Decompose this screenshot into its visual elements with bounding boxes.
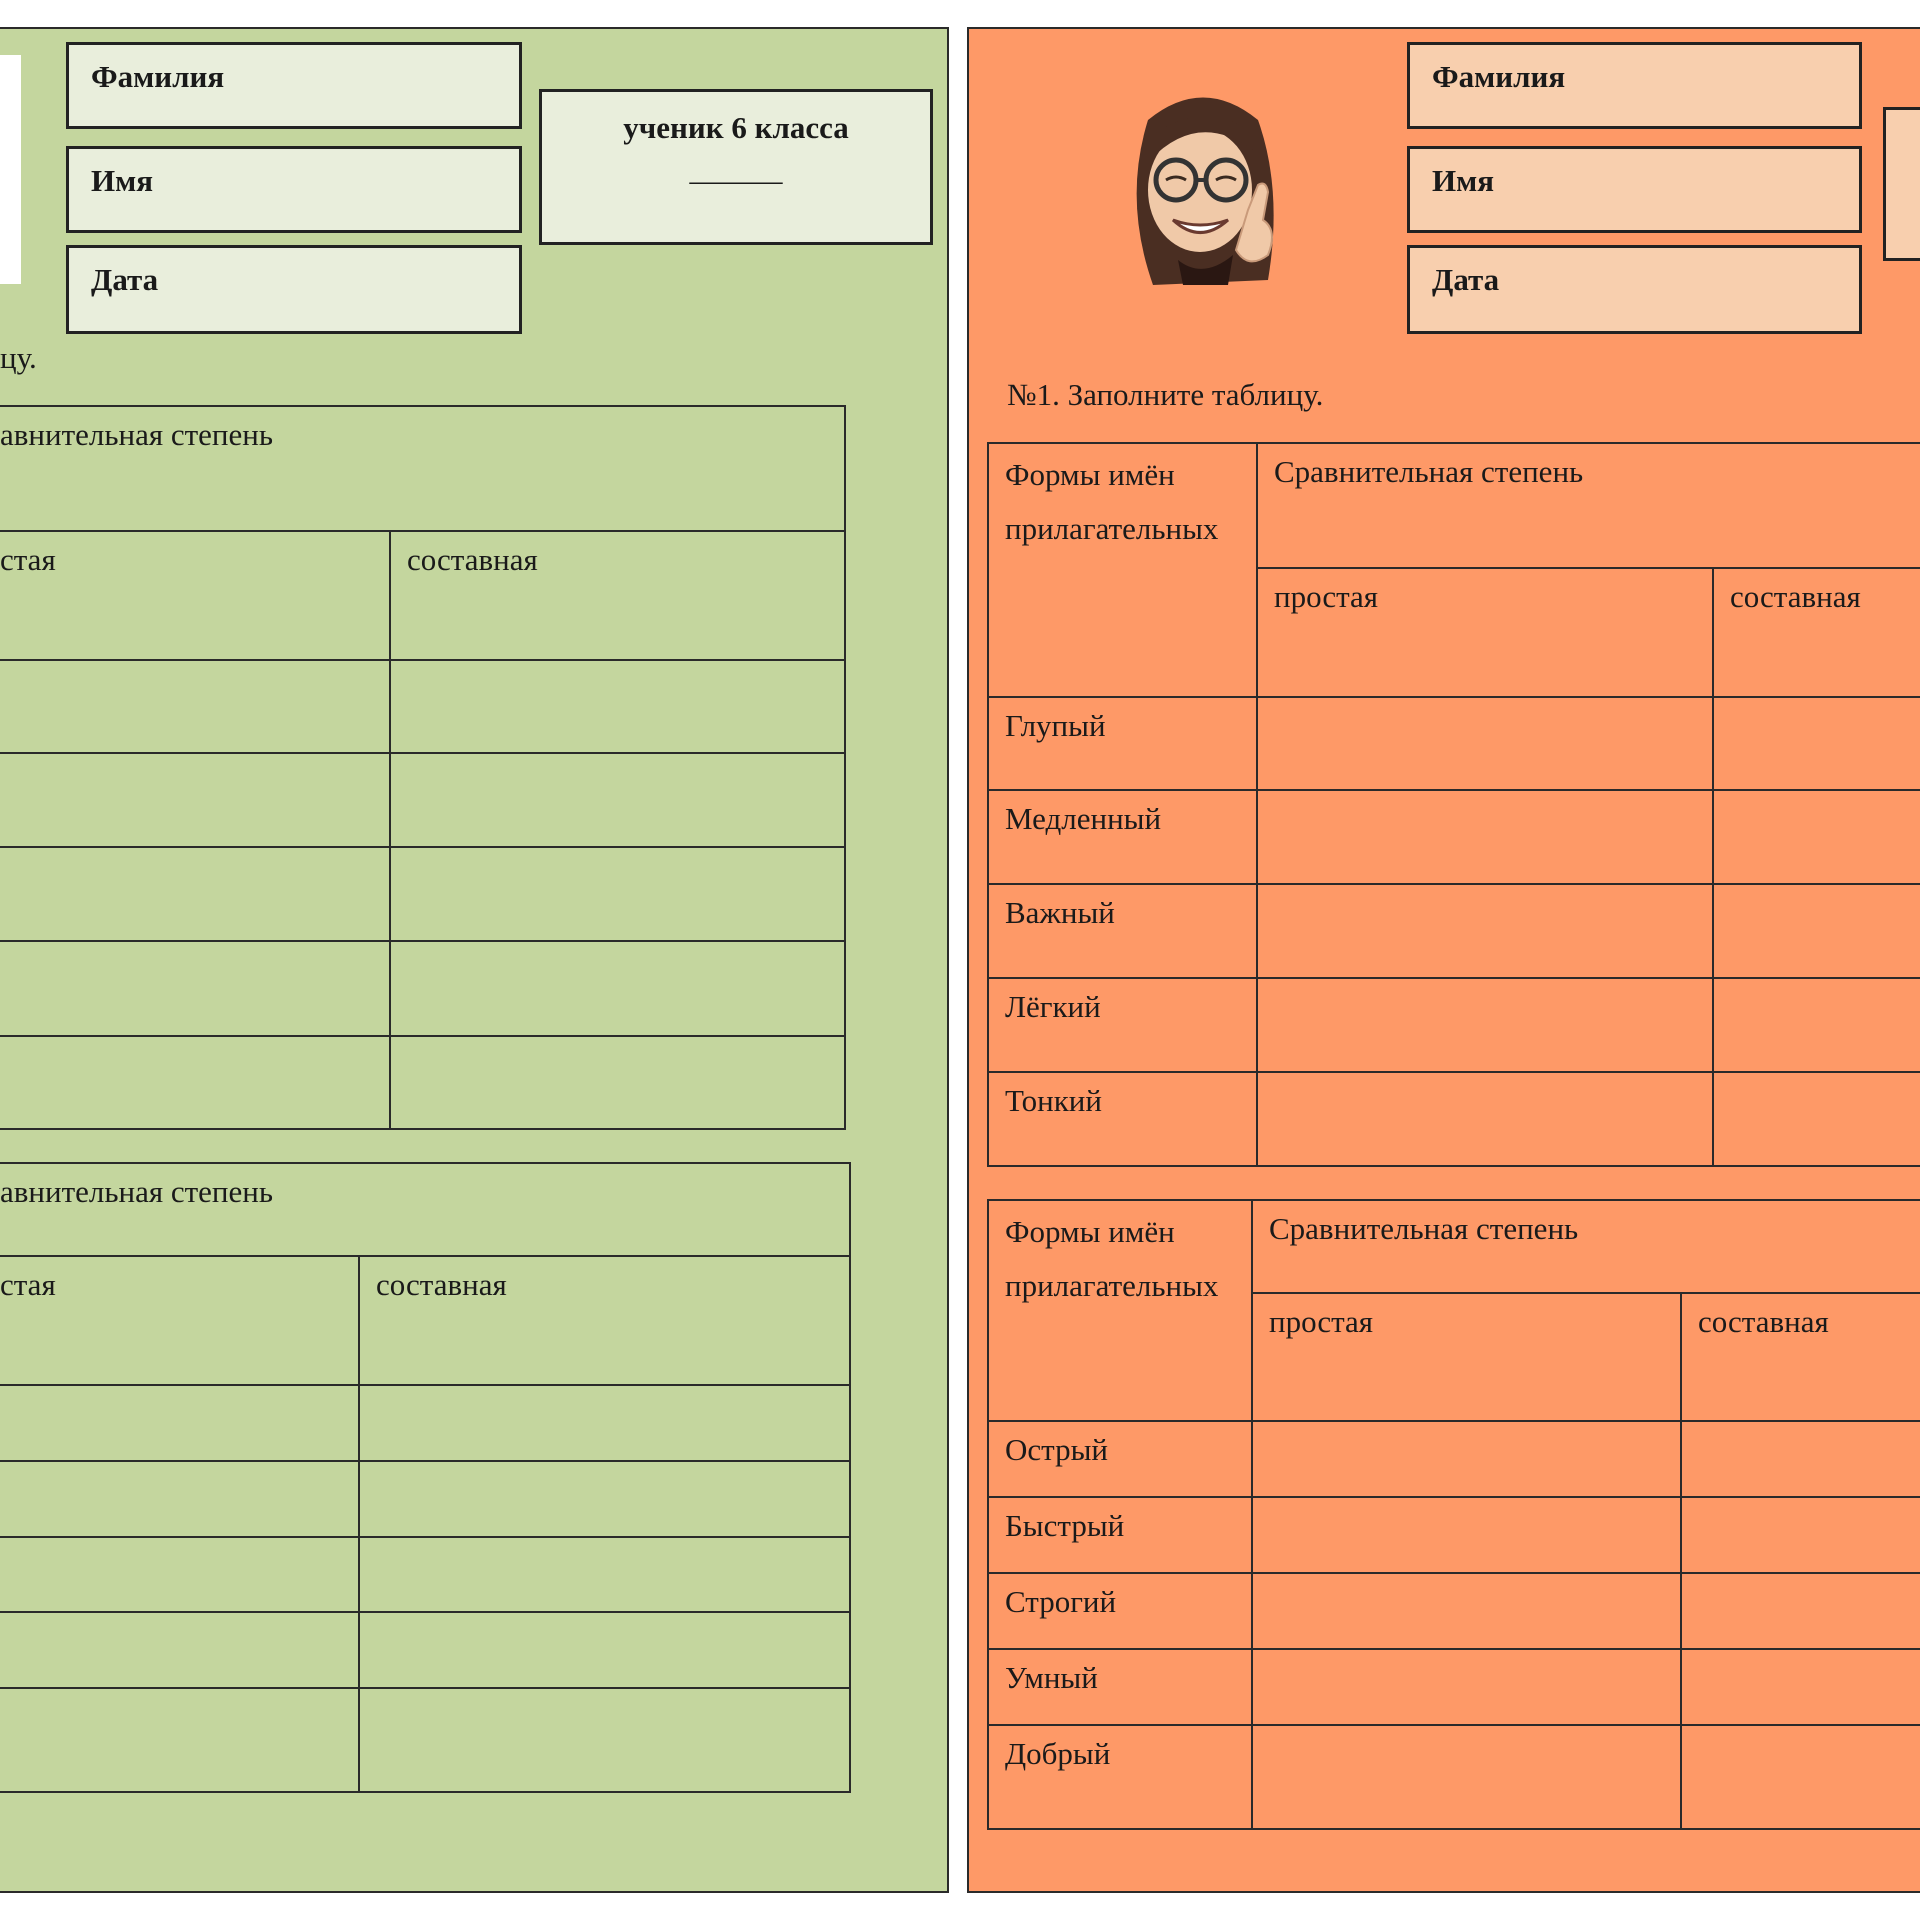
adjective-cell: Глупый	[987, 696, 1258, 791]
date-label: Дата	[91, 262, 159, 297]
compound-answer-cell[interactable]	[389, 1035, 846, 1130]
simple-answer-cell[interactable]	[0, 1536, 360, 1613]
left-worksheet-card	[0, 27, 949, 1893]
simple-answer-cell[interactable]	[1256, 789, 1714, 885]
compound-answer-cell[interactable]	[1680, 1420, 1920, 1498]
forms-header-cell: Формы имён прилагательных	[987, 1199, 1253, 1422]
forms-header-cell: Формы имён прилагательных	[987, 442, 1258, 698]
adjective-cell: Добрый	[987, 1724, 1253, 1830]
compound-answer-cell[interactable]	[358, 1460, 851, 1538]
right-grade-box-fragment	[1883, 107, 1920, 261]
name-label: Имя	[91, 163, 153, 198]
compound-answer-cell[interactable]	[1712, 789, 1920, 885]
right-worksheet-card	[967, 27, 1920, 1893]
compound-answer-cell[interactable]	[1680, 1648, 1920, 1726]
right-name-field[interactable]: Имя	[1407, 146, 1862, 233]
simple-answer-cell[interactable]	[1256, 1071, 1714, 1167]
simple-answer-cell[interactable]	[1251, 1496, 1682, 1574]
simple-answer-cell[interactable]	[0, 752, 391, 848]
degree-header-cell: авнительная степень	[0, 1162, 851, 1257]
right-surname-field[interactable]: Фамилия	[1407, 42, 1862, 129]
adjective-cell: Лёгкий	[987, 977, 1258, 1073]
adjective-cell: Важный	[987, 883, 1258, 979]
avatar-memoji	[1108, 80, 1304, 300]
compound-answer-cell[interactable]	[358, 1611, 851, 1689]
degree-header-cell: авнительная степень	[0, 405, 846, 532]
compound-answer-cell[interactable]	[1712, 1071, 1920, 1167]
compound-answer-cell[interactable]	[389, 659, 846, 754]
simple-header-cell: стая	[0, 1255, 360, 1386]
memoji-icon	[1136, 97, 1274, 285]
adjective-cell: Тонкий	[987, 1071, 1258, 1167]
compound-header-cell: составная	[1680, 1292, 1920, 1422]
grade-label: ученик 6 класса	[623, 110, 849, 145]
left-surname-field[interactable]: Фамилия	[66, 42, 522, 129]
left-name-field[interactable]: Имя	[66, 146, 522, 233]
simple-answer-cell[interactable]	[1256, 696, 1714, 791]
compound-answer-cell[interactable]	[1712, 696, 1920, 791]
simple-header-cell: простая	[1256, 567, 1714, 698]
simple-answer-cell[interactable]	[0, 1687, 360, 1793]
compound-answer-cell[interactable]	[1712, 977, 1920, 1073]
surname-label: Фамилия	[91, 59, 225, 94]
left-date-field[interactable]: Дата	[66, 245, 522, 334]
simple-answer-cell[interactable]	[0, 659, 391, 754]
simple-answer-cell[interactable]	[1251, 1572, 1682, 1650]
adjective-cell: Умный	[987, 1648, 1253, 1726]
adjective-cell: Острый	[987, 1420, 1253, 1498]
left-task-fragment: цу.	[0, 340, 37, 375]
compound-answer-cell[interactable]	[389, 846, 846, 942]
simple-answer-cell[interactable]	[0, 1384, 360, 1462]
compound-answer-cell[interactable]	[1680, 1572, 1920, 1650]
grade-box: ученик 6 класса ______	[539, 89, 933, 245]
grade-blank[interactable]: ______	[689, 152, 783, 187]
adjective-cell: Медленный	[987, 789, 1258, 885]
simple-answer-cell[interactable]	[0, 1460, 360, 1538]
compound-header-cell: составная	[1712, 567, 1920, 698]
left-white-image-fragment	[0, 55, 21, 284]
simple-answer-cell[interactable]	[0, 940, 391, 1037]
compound-answer-cell[interactable]	[1680, 1724, 1920, 1830]
simple-answer-cell[interactable]	[1256, 883, 1714, 979]
compound-answer-cell[interactable]	[358, 1687, 851, 1793]
simple-header-cell: простая	[1251, 1292, 1682, 1422]
simple-answer-cell[interactable]	[0, 1611, 360, 1689]
compound-header-cell: составная	[358, 1255, 851, 1386]
simple-answer-cell[interactable]	[0, 1035, 391, 1130]
right-date-field[interactable]: Дата	[1407, 245, 1862, 334]
simple-answer-cell[interactable]	[1251, 1724, 1682, 1830]
simple-answer-cell[interactable]	[0, 846, 391, 942]
compound-answer-cell[interactable]	[358, 1384, 851, 1462]
task-title: №1. Заполните таблицу.	[1007, 377, 1324, 412]
degree-header-cell: Сравнительная степень	[1256, 442, 1920, 569]
date-label: Дата	[1432, 262, 1500, 297]
degree-header-cell: Сравнительная степень	[1251, 1199, 1920, 1294]
surname-label: Фамилия	[1432, 59, 1566, 94]
simple-header-cell: стая	[0, 530, 391, 661]
compound-answer-cell[interactable]	[358, 1536, 851, 1613]
compound-header-cell: составная	[389, 530, 846, 661]
simple-answer-cell[interactable]	[1251, 1648, 1682, 1726]
adjective-cell: Строгий	[987, 1572, 1253, 1650]
compound-answer-cell[interactable]	[1680, 1496, 1920, 1574]
adjective-cell: Быстрый	[987, 1496, 1253, 1574]
compound-answer-cell[interactable]	[1712, 883, 1920, 979]
name-label: Имя	[1432, 163, 1494, 198]
compound-answer-cell[interactable]	[389, 752, 846, 848]
compound-answer-cell[interactable]	[389, 940, 846, 1037]
simple-answer-cell[interactable]	[1256, 977, 1714, 1073]
simple-answer-cell[interactable]	[1251, 1420, 1682, 1498]
